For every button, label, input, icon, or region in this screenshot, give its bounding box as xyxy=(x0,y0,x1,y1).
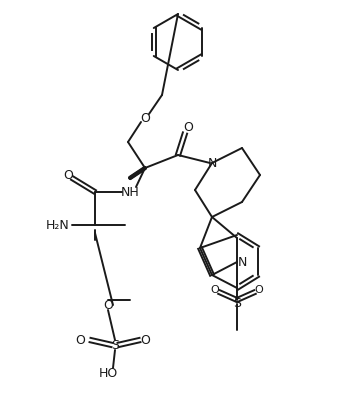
Text: O: O xyxy=(103,298,113,312)
Text: S: S xyxy=(111,339,119,352)
Text: NH: NH xyxy=(121,186,139,198)
Text: HO: HO xyxy=(98,366,118,379)
Text: O: O xyxy=(255,285,263,295)
Text: O: O xyxy=(140,112,150,124)
Text: O: O xyxy=(140,334,150,347)
Text: N: N xyxy=(237,256,247,269)
Text: H₂N: H₂N xyxy=(46,219,70,232)
Text: S: S xyxy=(233,296,241,310)
Text: N: N xyxy=(207,156,217,169)
Text: O: O xyxy=(183,120,193,134)
Text: O: O xyxy=(75,334,85,347)
Text: O: O xyxy=(211,285,219,295)
Text: O: O xyxy=(63,168,73,181)
